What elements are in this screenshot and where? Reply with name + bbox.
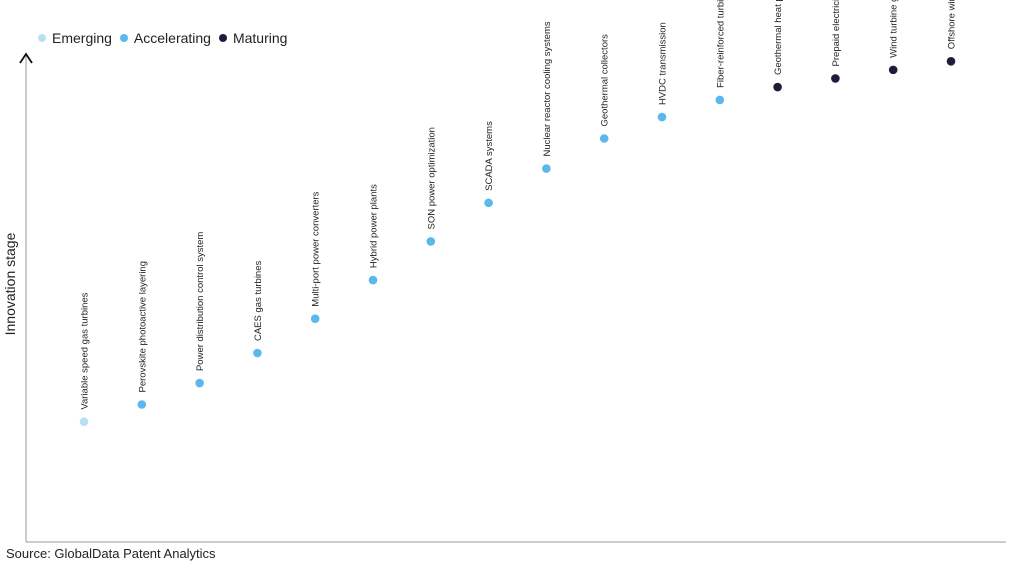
point-label: Perovskite photoactive layering xyxy=(137,261,148,393)
data-point xyxy=(368,275,378,285)
legend-marker xyxy=(218,34,227,42)
point-label: Multi-port power converters xyxy=(311,191,322,306)
data-point xyxy=(253,348,262,358)
point-label: HVDC transmission xyxy=(658,22,669,105)
data-point xyxy=(426,237,436,246)
point-label: Hybrid power plants xyxy=(369,184,380,268)
data-point xyxy=(137,400,147,409)
legend-item-accelerating: Accelerating xyxy=(119,30,211,46)
legend-label: Accelerating xyxy=(133,30,211,46)
axes: Innovation stage xyxy=(2,52,1006,543)
point-label: SCADA systems xyxy=(484,121,495,191)
point-labels: Variable speed gas turbines Perovskite ph… xyxy=(80,0,958,410)
source-note: Source: GlobalData Patent Analytics xyxy=(6,546,216,561)
legend: Emerging Accelerating Maturing xyxy=(38,29,295,47)
legend-item-emerging: Emerging xyxy=(38,30,112,46)
data-points xyxy=(79,56,956,426)
legend-label: Maturing xyxy=(232,30,288,46)
data-point xyxy=(79,417,89,426)
point-label: CAES gas turbines xyxy=(253,260,264,341)
point-label: Fiber-reinforced turbine blades xyxy=(715,0,726,88)
point-label: Variable speed gas turbines xyxy=(80,292,91,409)
data-point xyxy=(888,65,898,75)
y-axis-arrow xyxy=(19,52,33,64)
data-point xyxy=(310,314,320,323)
legend-marker xyxy=(38,34,46,42)
legend-marker xyxy=(119,34,128,42)
data-point xyxy=(831,74,840,83)
data-point xyxy=(542,164,551,173)
point-label: Power distribution control system xyxy=(195,232,206,371)
y-axis-label: Innovation stage xyxy=(2,232,18,335)
data-point xyxy=(946,56,956,66)
data-point xyxy=(599,134,609,143)
point-label: SON power optimization xyxy=(426,127,437,229)
legend-label: Emerging xyxy=(52,30,112,46)
point-label: Offshore wind turbine pre-assembly xyxy=(947,0,958,49)
point-label: Nuclear reactor cooling systems xyxy=(542,21,553,156)
data-point xyxy=(195,378,204,388)
point-label: Wind turbine gearbox xyxy=(889,0,900,58)
data-point xyxy=(484,198,493,208)
point-label: Geothermal heat pumps xyxy=(773,0,784,75)
legend-item-maturing: Maturing xyxy=(218,30,288,46)
data-point xyxy=(773,82,782,92)
data-point xyxy=(715,95,725,105)
point-label: Prepaid electricity metering xyxy=(831,0,842,66)
point-label: Geothermal collectors xyxy=(600,34,611,127)
data-point xyxy=(657,112,667,122)
